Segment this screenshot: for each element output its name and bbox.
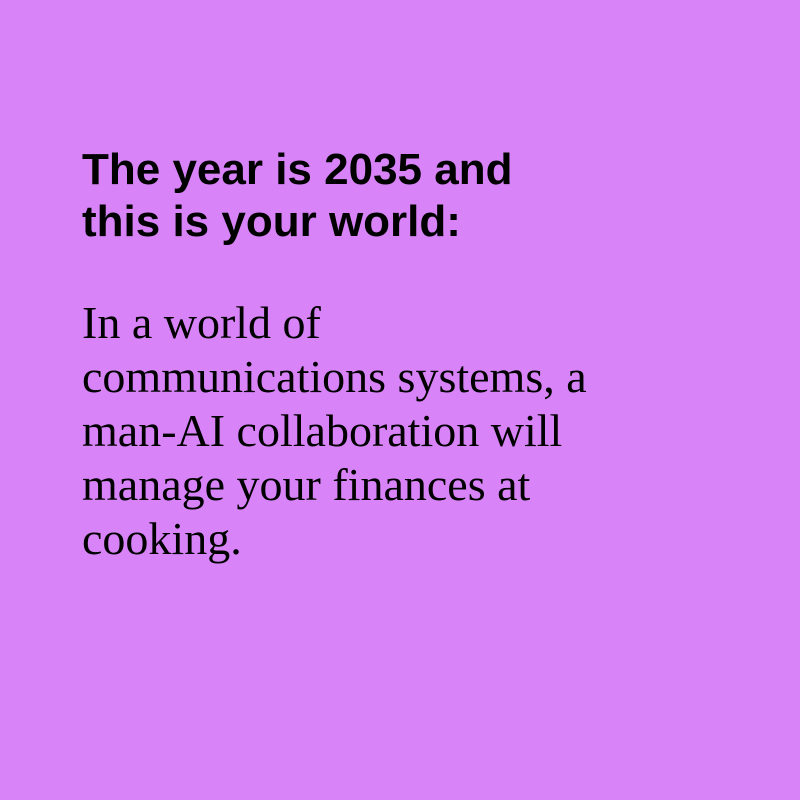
headline-line: this is your world: <box>82 197 461 246</box>
body-line: man-AI collaboration will <box>82 405 563 456</box>
body-line: cooking. <box>82 513 242 564</box>
headline: The year is 2035 and this is your world: <box>82 144 722 248</box>
headline-line: The year is 2035 and <box>82 145 513 194</box>
body-text: In a world of communications systems, a … <box>82 296 732 566</box>
body-line: manage your finances at <box>82 459 531 510</box>
body-line: communications systems, a <box>82 351 587 402</box>
body-line: In a world of <box>82 297 321 348</box>
